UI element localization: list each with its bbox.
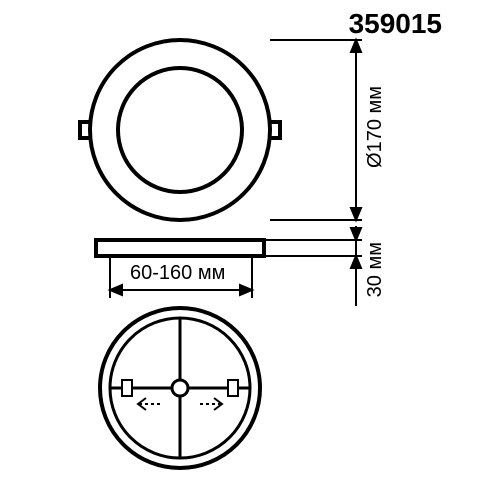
cutout-label: 60-160 мм [130, 262, 225, 285]
height-dimension [266, 226, 362, 306]
diameter-dimension [270, 40, 362, 220]
back-view [100, 308, 260, 468]
side-view [96, 240, 264, 256]
diameter-label: Ø170 мм [364, 86, 387, 168]
technical-drawing [0, 0, 500, 500]
diagram-canvas: 359015 [0, 0, 500, 500]
height-label: 30 мм [364, 242, 387, 297]
front-view [80, 40, 280, 220]
